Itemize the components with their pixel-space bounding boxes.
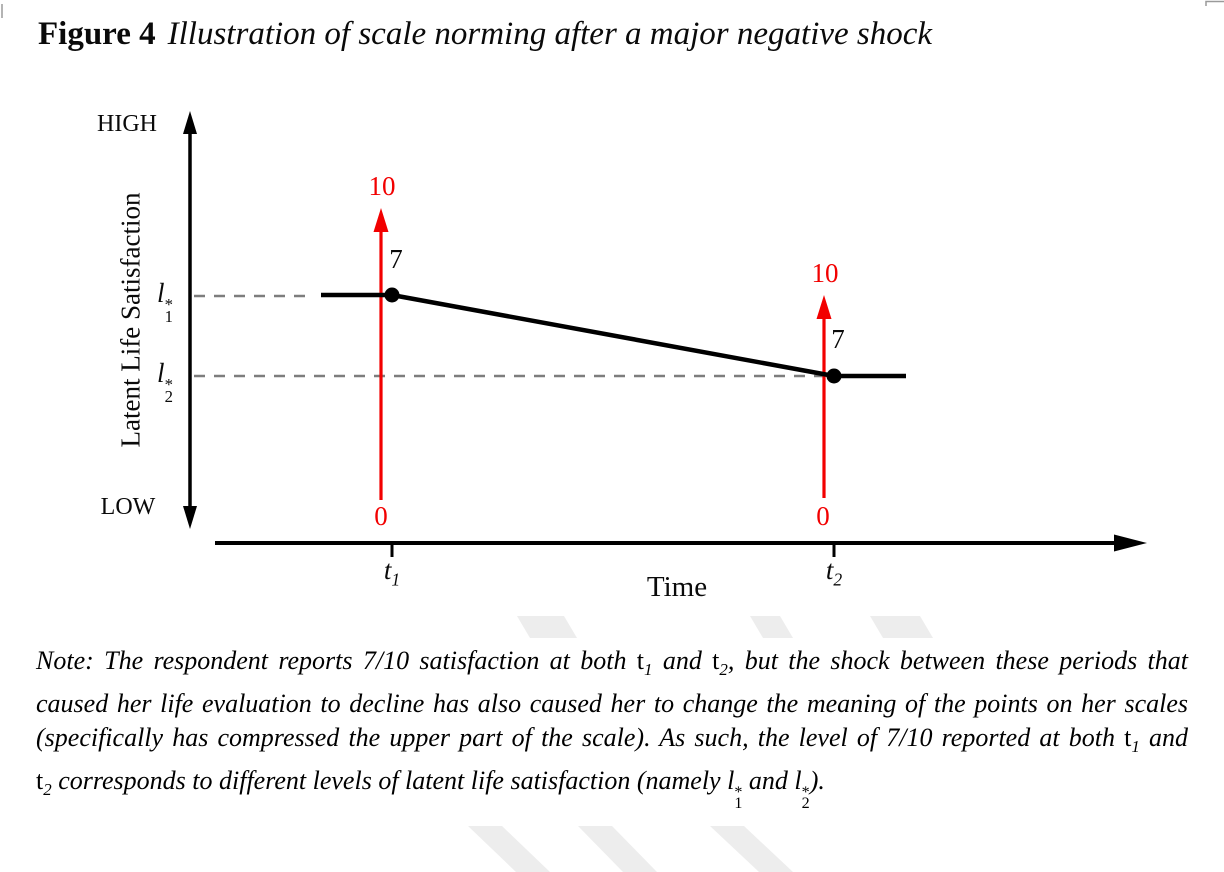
x-tick-label-t1: t1	[383, 555, 401, 590]
y-axis-arrow	[183, 111, 197, 529]
reporting-scale-t2	[816, 295, 832, 498]
reported-score-t2: 7	[831, 324, 845, 354]
figure-caption-text: Illustration of scale norming after a ma…	[167, 16, 933, 52]
y-axis-high-label: HIGH	[97, 111, 157, 137]
scale-max-t2: 10	[811, 258, 839, 288]
figure-number: Figure 4	[38, 16, 156, 52]
latent-level-label-l1: l * 1	[157, 278, 173, 326]
figure-caption: Figure 4 Illustration of scale norming af…	[38, 16, 932, 53]
latent-level-label-l2: l * 2	[157, 358, 173, 406]
y-axis-low-label: LOW	[100, 494, 156, 520]
y-axis-arrowhead-top	[183, 111, 197, 134]
figure-note: Note: The respondent reports 7/10 satisf…	[36, 644, 1189, 813]
note-line-1: Note: The respondent reports 7/10 satisf…	[36, 646, 1188, 680]
latent-satisfaction-curve	[321, 287, 906, 384]
scale-min-t2: 0	[816, 501, 830, 531]
y-axis-arrowhead-bottom	[183, 506, 197, 529]
scale-arrowhead-t2	[816, 295, 832, 319]
x-tick-label-t2: t2	[825, 555, 843, 590]
note-line-3: (specifically has compressed the upper p…	[36, 723, 1189, 757]
x-axis-arrowhead	[1114, 534, 1147, 552]
note-line-4: t2 corresponds to different levels of la…	[36, 766, 825, 813]
data-point-t1	[384, 287, 400, 303]
data-point-t2	[826, 368, 842, 384]
y-axis-title: Latent Life Satisfaction	[115, 192, 146, 448]
scale-min-t1: 0	[374, 501, 388, 531]
scale-arrowhead-t1	[373, 208, 389, 232]
x-axis-arrow	[215, 534, 1147, 557]
reporting-scale-t1	[373, 208, 389, 500]
page-edge-marks	[1, 0, 1224, 18]
x-axis-title: Time	[646, 571, 708, 603]
watermark	[468, 616, 933, 872]
reported-score-t1: 7	[389, 244, 403, 274]
note-line-2: caused her life evaluation to decline ha…	[36, 689, 1188, 719]
latent-level-guides	[194, 294, 826, 378]
scale-max-t1: 10	[368, 171, 396, 201]
